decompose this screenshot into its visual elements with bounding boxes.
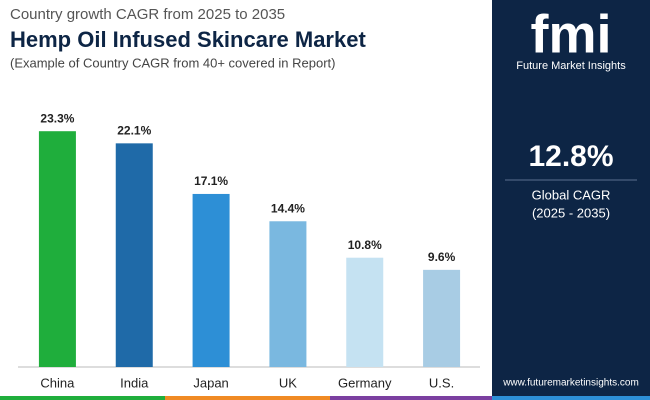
- x-tick-label: U.S.: [429, 375, 454, 390]
- stripe: [330, 396, 492, 400]
- bar: [423, 269, 461, 367]
- x-tick-label: China: [40, 375, 75, 390]
- stripe: [0, 396, 165, 400]
- x-tick-label: India: [120, 375, 149, 390]
- x-tick-label: Germany: [338, 375, 392, 390]
- x-tick-label: Japan: [193, 375, 228, 390]
- kicker: Country growth CAGR from 2025 to 2035: [10, 6, 285, 23]
- global-cagr: 12.8%: [528, 140, 613, 173]
- period: (2025 - 2035): [532, 205, 610, 220]
- stripe: [492, 396, 650, 400]
- logo: fmi: [531, 4, 612, 64]
- value-label: 17.1%: [194, 174, 228, 188]
- stripe: [165, 396, 330, 400]
- value-label: 23.3%: [40, 111, 74, 125]
- website: www.futuremarketinsights.com: [502, 378, 639, 389]
- side-panel: [492, 0, 650, 400]
- brand: Future Market Insights: [516, 60, 626, 72]
- chart-title: Hemp Oil Infused Skincare Market: [10, 27, 366, 52]
- value-label: 10.8%: [348, 238, 382, 252]
- bar: [346, 257, 384, 367]
- bar: [192, 193, 230, 367]
- value-label: 22.1%: [117, 124, 151, 138]
- bar: [269, 221, 307, 367]
- x-tick-label: UK: [279, 375, 297, 390]
- subtitle: (Example of Country CAGR from 40+ covere…: [10, 55, 336, 70]
- bar: [38, 131, 76, 367]
- value-label: 9.6%: [428, 250, 456, 264]
- value-label: 14.4%: [271, 201, 305, 215]
- cagr-label: Global CAGR: [532, 187, 611, 202]
- bar: [115, 143, 153, 367]
